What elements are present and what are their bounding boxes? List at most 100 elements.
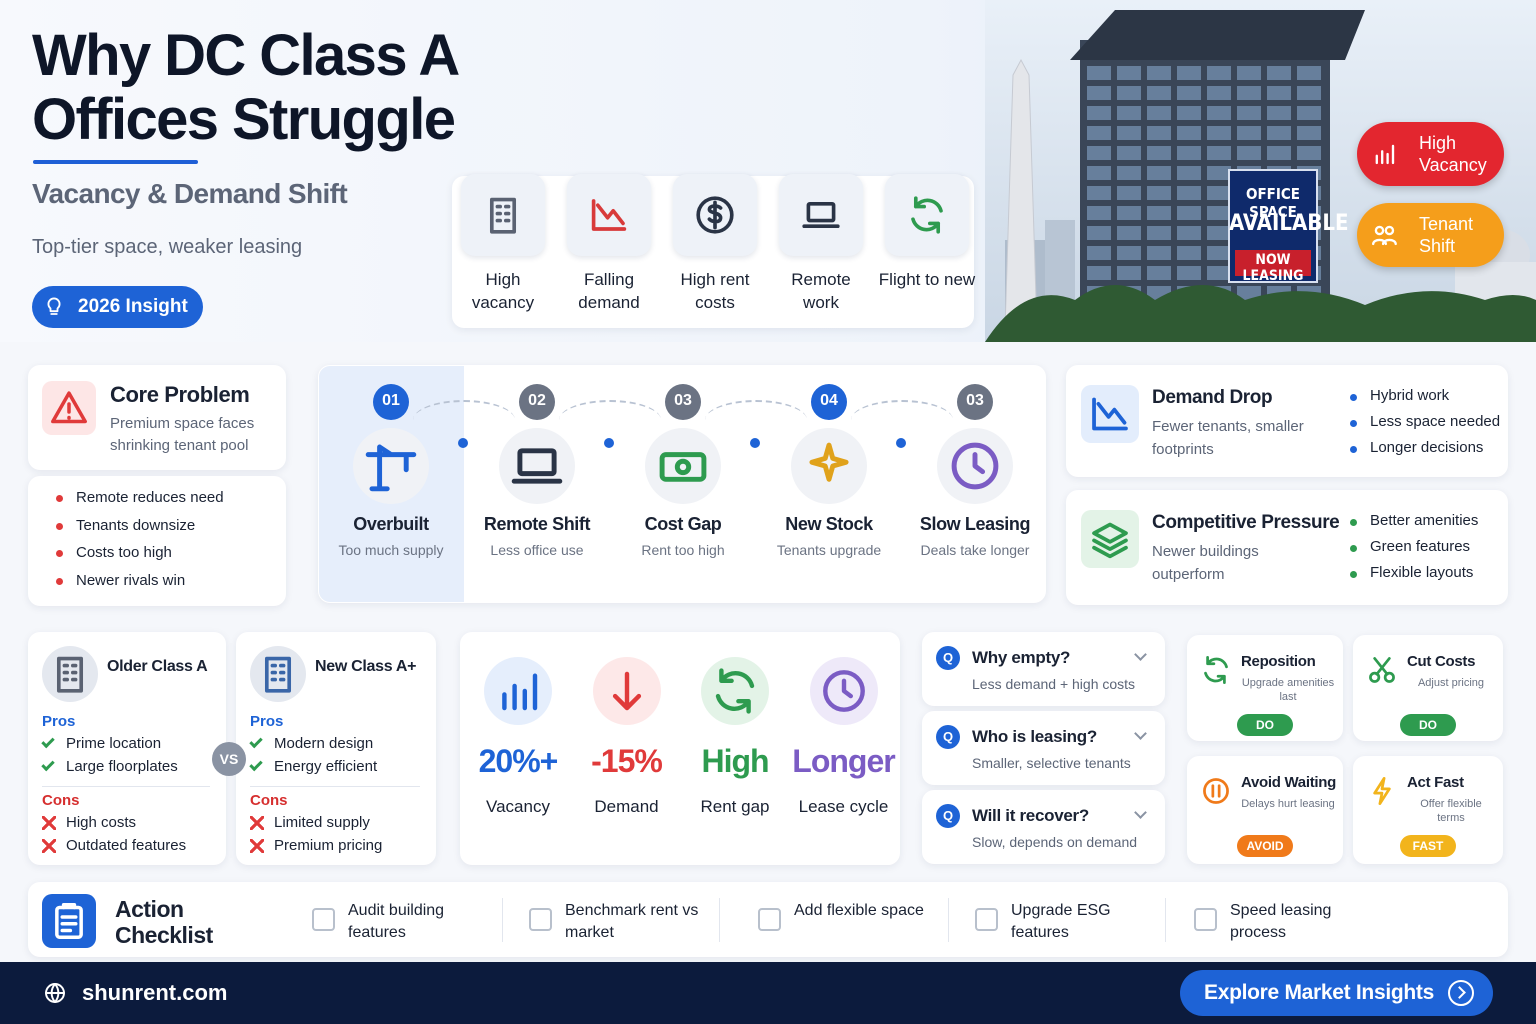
icon-glyph: [659, 452, 707, 482]
action-tag-text: DO: [1419, 718, 1437, 732]
core-bullet: Remote reduces need: [76, 489, 224, 506]
core-text: Premium space faces shrinking tenant poo…: [110, 415, 255, 454]
stat-value: 20%+: [478, 743, 559, 779]
step-title: New Stock: [785, 514, 873, 534]
step-icon: [645, 428, 721, 504]
step-connector: [413, 400, 515, 440]
faq-card[interactable]: [922, 790, 1165, 864]
step-text: Less office use: [490, 542, 584, 558]
action-title: Cut Costs: [1407, 653, 1476, 670]
pressure-card: [1066, 490, 1508, 605]
action-icon: [1361, 770, 1403, 812]
bullet-dot: [1350, 446, 1357, 453]
step-number: [519, 384, 555, 420]
stat-value: High: [701, 743, 769, 779]
action-tag: [1237, 835, 1293, 857]
step-text: Deals take longer: [920, 542, 1030, 558]
hero-tag-icon: [1366, 217, 1402, 253]
step-text: Too much supply: [338, 542, 444, 558]
pro-item: Prime location: [66, 735, 162, 752]
cta-button[interactable]: [1180, 970, 1493, 1016]
icon-glyph: [1203, 778, 1229, 804]
icon-glyph: [45, 983, 65, 1003]
faq-card[interactable]: [922, 632, 1165, 706]
step-icon: [937, 428, 1013, 504]
faq-question: Why empty?: [972, 648, 1071, 667]
step-dot: [896, 438, 906, 448]
hero-tag: [1357, 203, 1504, 267]
step-text: Tenants upgrade: [776, 542, 882, 558]
step-dot: [750, 438, 760, 448]
compare-divider: [42, 786, 210, 787]
action-text: Delays hurt leasing: [1241, 798, 1335, 810]
stat-label: Demand: [594, 797, 659, 816]
icon-glyph: [1092, 522, 1128, 559]
checkbox[interactable]: [758, 908, 781, 931]
checklist-divider: [502, 898, 503, 942]
step-number-text: 03: [966, 392, 984, 409]
icon-glyph: [687, 187, 743, 243]
action-title: Reposition: [1241, 653, 1316, 670]
pressure-bullet: Flexible layouts: [1370, 564, 1474, 581]
action-tag: [1400, 835, 1456, 857]
step-icon: [499, 428, 575, 504]
vs-text: VS: [219, 751, 239, 767]
stat-value: -15%: [591, 743, 663, 779]
icon-glyph: [365, 444, 417, 492]
icon-glyph: [511, 448, 563, 484]
cta-text[interactable]: Explore Market Insights: [1204, 981, 1434, 1004]
icon-glyph: [696, 196, 734, 234]
cross-icon: [250, 816, 264, 830]
icon-glyph: [1372, 225, 1397, 246]
faq-marker: Q: [942, 650, 954, 665]
icon-tile: [885, 174, 969, 256]
step-number: [665, 384, 701, 420]
checkbox[interactable]: [975, 908, 998, 931]
icon-glyph: [899, 187, 955, 243]
pros-label: Pros: [42, 713, 76, 730]
step-dot: [458, 438, 468, 448]
hero-tag-icon: [1366, 136, 1402, 172]
faq-answer: Less demand + high costs: [972, 676, 1136, 692]
action-icon: [1361, 649, 1403, 691]
action-text: Offer flexible terms: [1420, 798, 1482, 824]
stat-icon: [701, 657, 769, 725]
pros-label: Pros: [250, 713, 284, 730]
stat-label: Rent gap: [700, 797, 770, 816]
step-number-text: 03: [674, 392, 692, 409]
stat-icon: [484, 657, 552, 725]
faq-card[interactable]: [922, 711, 1165, 785]
pressure-bullet: Hybrid work: [1370, 387, 1450, 404]
bullet-dot: [1350, 571, 1357, 578]
checkbox[interactable]: [529, 908, 552, 931]
step-icon: [353, 428, 429, 504]
pressure-title: Competitive Pressure: [1152, 512, 1340, 533]
icon-glyph: [612, 671, 641, 711]
bullet-dot: [56, 522, 63, 530]
pressure-bullet: Green features: [1370, 538, 1471, 555]
faq-question: Will it recover?: [972, 806, 1089, 825]
icon-label: Falling demand: [578, 270, 640, 312]
icon-glyph: [793, 187, 849, 243]
subtitle: Vacancy & Demand Shift: [32, 178, 348, 209]
checklist-title: Action Checklist: [115, 896, 213, 948]
checkbox[interactable]: [312, 908, 335, 931]
step-title: Slow Leasing: [919, 514, 1031, 534]
cta-arrow[interactable]: [1448, 980, 1474, 1006]
checkbox[interactable]: [1194, 908, 1217, 931]
cross-icon: [250, 839, 264, 853]
bullet-dot: [56, 495, 63, 502]
checklist-item: Upgrade ESG features: [1011, 902, 1111, 941]
stat-icon: [809, 657, 878, 725]
icon-label: High rent costs: [680, 270, 750, 312]
icon-glyph: [591, 199, 627, 231]
icon-glyph: [581, 187, 637, 243]
pro-item: Energy efficient: [274, 758, 378, 775]
hero-tag-text: High Vacancy: [1419, 133, 1487, 175]
faq-answer: Slow, depends on demand: [972, 834, 1138, 850]
step-number-text: 04: [820, 392, 838, 409]
icon-tile: [461, 174, 545, 256]
pressure-icon: [1081, 510, 1139, 568]
core-bullet: Costs too high: [76, 544, 172, 561]
checklist-icon: [42, 894, 96, 948]
